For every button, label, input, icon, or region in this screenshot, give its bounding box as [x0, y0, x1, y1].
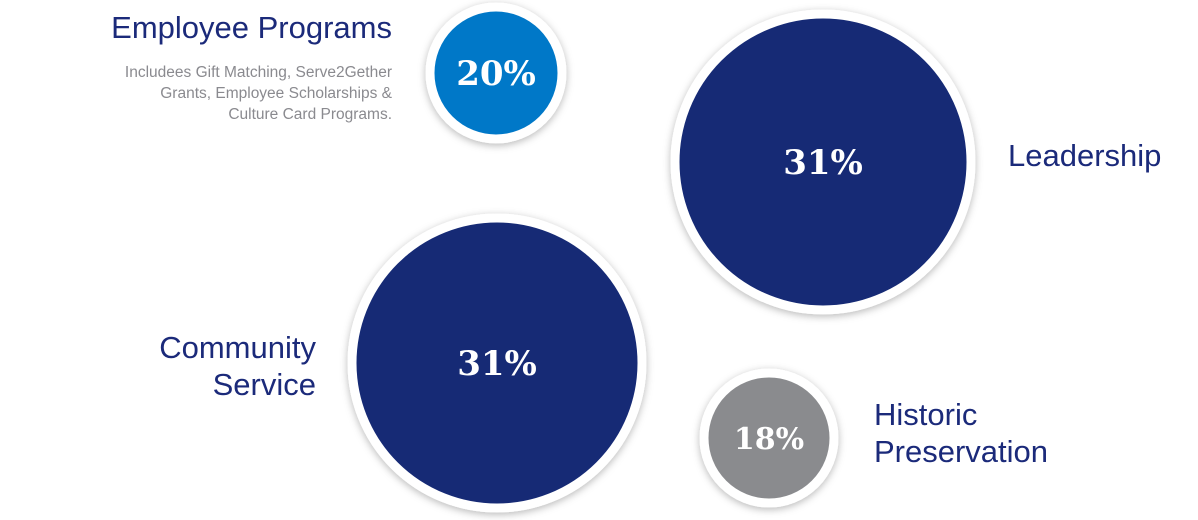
bubble-value-historic-preservation: 18% [734, 422, 804, 457]
category-description-employee-programs-line-2: Grants, Employee Scholarships & [160, 85, 392, 102]
category-label-leadership-line-1: Leadership [1008, 138, 1161, 173]
category-label-community-service-line-1: Community [159, 330, 316, 365]
category-description-employee-programs-line-3: Culture Card Programs. [228, 106, 392, 123]
category-label-historic-preservation-line-1: Historic [874, 397, 977, 432]
bubble-value-leadership: 31% [783, 143, 863, 183]
bubbles-layer: 20% 31% 31% 18% [352, 7, 971, 508]
category-label-historic-preservation-line-2: Preservation [874, 434, 1048, 469]
category-description-employee-programs-line-1: Includees Gift Matching, Serve2Gether [125, 64, 392, 81]
bubble-value-employee-programs: 20% [456, 54, 536, 94]
bubble-value-community-service: 31% [457, 344, 537, 384]
category-label-employee-programs-line-1: Employee Programs [111, 10, 392, 45]
category-label-community-service-line-2: Service [213, 367, 316, 402]
